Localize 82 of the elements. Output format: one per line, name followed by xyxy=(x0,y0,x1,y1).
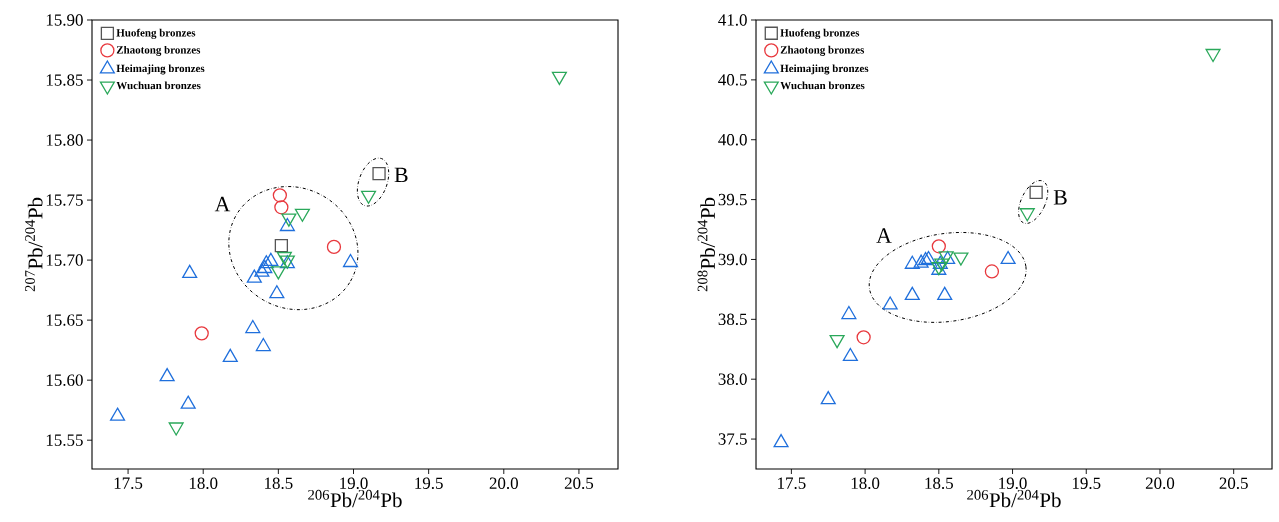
point xyxy=(882,296,898,310)
point xyxy=(274,239,289,253)
legend-label: Zhaotong bronzes xyxy=(780,45,865,56)
point xyxy=(372,167,386,181)
point xyxy=(180,395,196,409)
point xyxy=(326,239,342,255)
x-tick-label: 18.5 xyxy=(925,477,953,490)
point xyxy=(246,269,262,283)
x-tick-label: 19.5 xyxy=(415,477,443,489)
point xyxy=(984,264,1000,279)
x-tick-label: 20.0 xyxy=(489,477,518,490)
y-tick-label: 15.90 xyxy=(46,14,83,26)
point xyxy=(269,285,285,299)
legend-label: Huofeng bronzes xyxy=(780,28,860,39)
y-tick-label: 37.5 xyxy=(718,433,747,445)
x-tick-label: 19.5 xyxy=(1072,477,1101,489)
y-tick-label: 15.70 xyxy=(46,254,83,266)
point xyxy=(342,253,359,268)
point xyxy=(913,254,929,268)
point xyxy=(1205,48,1221,63)
point xyxy=(274,200,289,215)
point xyxy=(1029,185,1043,200)
point xyxy=(904,286,920,301)
y-tick-label: 40.0 xyxy=(718,133,747,146)
x-axis-title: $^{206}$Pb/$^{204}$Pb xyxy=(967,489,1061,508)
point xyxy=(182,264,198,278)
y-tick-label: 39.5 xyxy=(718,193,747,206)
point xyxy=(820,390,836,405)
x-tick-label: 20.5 xyxy=(564,477,594,490)
annotation: B xyxy=(394,167,408,183)
point xyxy=(109,407,126,421)
point xyxy=(904,255,920,269)
x-tick-label: 20.0 xyxy=(1145,477,1175,490)
y-tick-label: 39.0 xyxy=(718,253,747,266)
point xyxy=(263,252,279,266)
legend-label: Huofeng bronzes xyxy=(116,28,196,39)
x-tick-label: 17.5 xyxy=(778,477,806,489)
x-tick-label: 20.5 xyxy=(1219,477,1248,490)
point xyxy=(272,188,288,203)
legend-label: Heimajing bronzes xyxy=(780,64,869,75)
y-tick-label: 15.65 xyxy=(46,314,83,326)
point xyxy=(245,319,261,334)
y-axis-title: $^{207}$Pb/$^{204}$Pb xyxy=(25,197,43,292)
y-tick-label: 15.85 xyxy=(46,74,83,86)
y-tick-label: 15.75 xyxy=(46,194,83,206)
y-tick-label: 41.0 xyxy=(718,14,747,26)
point xyxy=(931,239,946,254)
x-tick-label: 17.5 xyxy=(114,477,143,489)
point xyxy=(937,286,953,301)
x-tick-label: 18.5 xyxy=(265,477,293,490)
legend-label: Wuchuan bronzes xyxy=(116,81,201,90)
point xyxy=(279,217,295,232)
y-tick-label: 38.5 xyxy=(718,313,747,326)
y-tick-label: 15.60 xyxy=(46,374,83,386)
point xyxy=(360,190,377,204)
legend-label: Wuchuan bronzes xyxy=(780,81,865,90)
legend-label: Zhaotong bronzes xyxy=(116,45,201,56)
y-tick-label: 15.80 xyxy=(46,134,83,146)
legend-label: Heimajing bronzes xyxy=(116,64,205,75)
annotation: A xyxy=(876,228,892,243)
x-tick-label: 19.0 xyxy=(999,477,1027,490)
point xyxy=(222,348,238,362)
annotation: B xyxy=(1053,190,1067,205)
y-tick-label: 38.0 xyxy=(718,373,747,385)
y-tick-label: 40.5 xyxy=(718,74,747,86)
x-tick-label: 18.0 xyxy=(189,477,218,490)
point xyxy=(842,347,858,362)
point xyxy=(257,259,273,274)
point xyxy=(255,337,271,352)
x-tick-label: 18.0 xyxy=(851,477,880,490)
annotation: A xyxy=(214,196,231,212)
x-tick-label: 19.0 xyxy=(340,477,368,490)
point xyxy=(551,71,567,86)
y-axis-title: $^{208}$Pb/$^{204}$Pb xyxy=(697,197,716,292)
x-axis-title: $^{206}$Pb/$^{204}$Pb xyxy=(308,489,402,508)
point xyxy=(773,434,789,448)
point xyxy=(258,255,274,269)
point xyxy=(841,305,857,320)
y-tick-label: 15.55 xyxy=(46,434,83,446)
point xyxy=(159,367,175,382)
point xyxy=(1000,250,1016,265)
point xyxy=(254,263,270,277)
